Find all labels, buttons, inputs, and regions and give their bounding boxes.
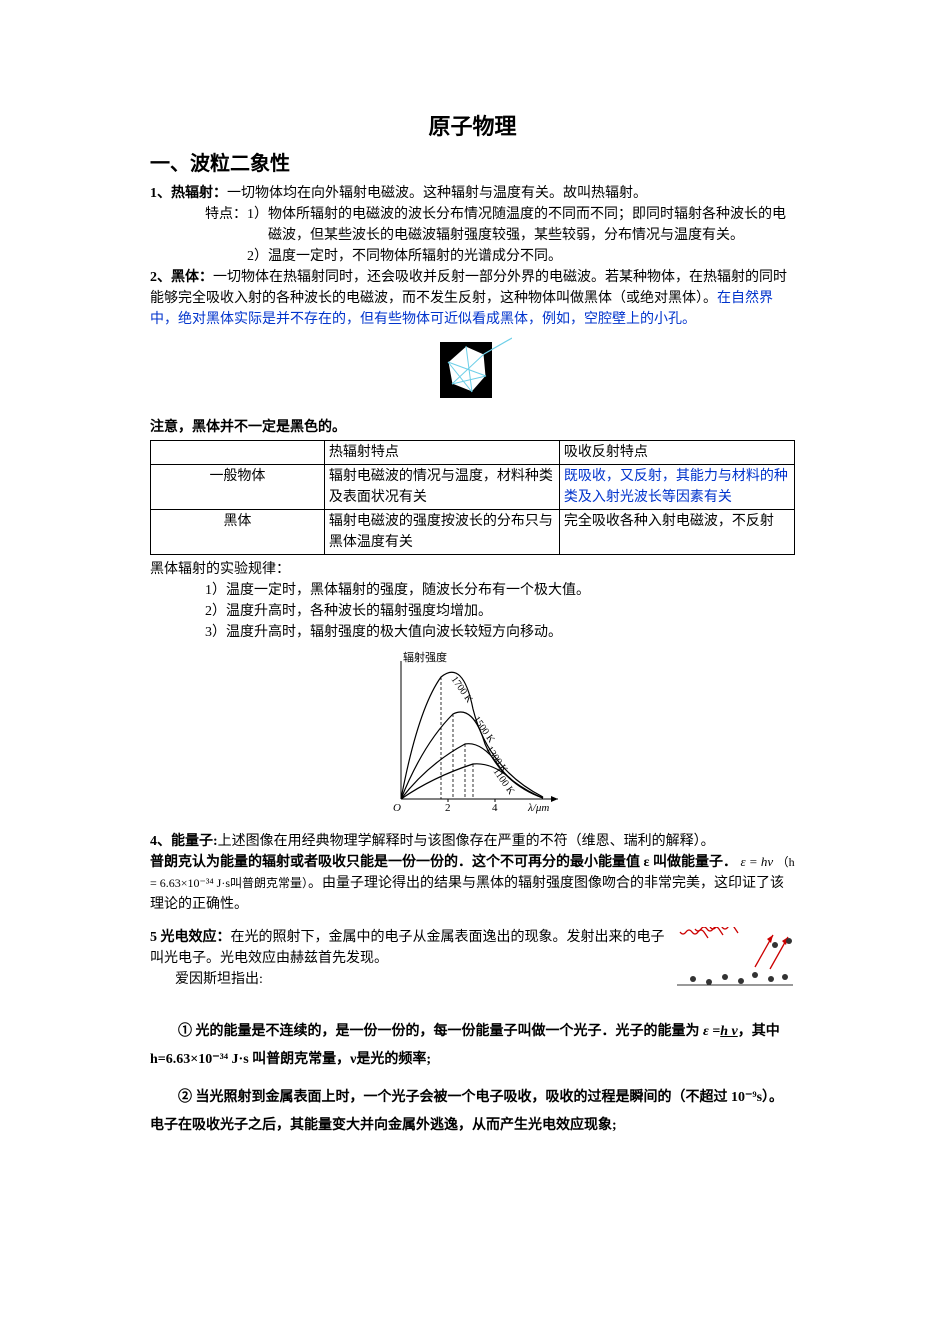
doc-title: 原子物理 [150, 110, 795, 143]
photoelectric-figure [675, 927, 795, 1004]
td: 既吸收，又反射，其能力与材料的种类及入射光波长等因素有关 [559, 465, 794, 510]
item1-sub2-num: 2） [247, 246, 268, 267]
th-absorption: 吸收反射特点 [559, 441, 794, 465]
item4-bold-line: 普朗克认为能量的辐射或者吸收只能是一份一份的．这个不可再分的最小能量值 ε 叫做… [150, 852, 795, 915]
section-heading: 一、波粒二象性 [150, 149, 795, 179]
point1-formula-prefix: ε = [703, 1024, 720, 1039]
point1-a: 光的能量是不连续的，是一份一份的，每一份能量子叫做一个光子．光子的能量为 [196, 1024, 700, 1039]
item4-para: 4、能量子:上述图像在用经典物理学解释时与该图像存在严重的不符（维恩、瑞利的解释… [150, 831, 795, 852]
item5-point1: ① 光的能量是不连续的，是一份一份的，每一份能量子叫做一个光子．光子的能量为 ε… [150, 1018, 795, 1074]
document-page: 原子物理 一、波粒二象性 1、热辐射：一切物体均在向外辐射电磁波。这种辐射与温度… [0, 0, 945, 1180]
rules-heading: 黑体辐射的实验规律： [150, 559, 795, 580]
td: 一般物体 [151, 465, 325, 510]
radiation-chart: 辐射强度 1700 K 1500 K 1300 K 1100 K 2 4 O λ… [150, 649, 795, 821]
item4-formula: ε = hν [740, 854, 773, 869]
item1-sub-block: 特点： 1） 物体所辐射的电磁波的波长分布情况随温度的不同而不同；即同时辐射各种… [150, 204, 795, 267]
blackbody-figure [150, 336, 795, 411]
item1-text1: 一切物体均在向外辐射电磁波。这种辐射与温度有关。故叫热辐射。 [227, 186, 647, 201]
td: 辐射电磁波的情况与温度，材料种类及表面状况有关 [324, 465, 559, 510]
rule-1: 1）温度一定时，黑体辐射的强度，随波长分布有一个极大值。 [150, 580, 795, 601]
rule-2: 2）温度升高时，各种波长的辐射强度均增加。 [150, 601, 795, 622]
radiation-svg: 辐射强度 1700 K 1500 K 1300 K 1100 K 2 4 O λ… [373, 649, 573, 814]
item2-line: 2、黑体：一切物体在热辐射同时，还会吸收并反射一部分外界的电磁波。若某种物体，在… [150, 267, 795, 330]
item1-label: 1、热辐射： [150, 186, 227, 201]
item1-sub1: 物体所辐射的电磁波的波长分布情况随温度的不同而不同；即同时辐射各种波长的电磁波，… [268, 204, 795, 246]
rule-3: 3）温度升高时，辐射强度的极大值向波长较短方向移动。 [150, 622, 795, 643]
point1-formula: h ν [720, 1024, 738, 1039]
item1-sub-row: 特点： 1） 物体所辐射的电磁波的波长分布情况随温度的不同而不同；即同时辐射各种… [205, 204, 795, 246]
item5-block: 5 光电效应：在光的照射下，金属中的电子从金属表面逸出的现象。发射出来的电子叫光… [150, 927, 795, 1140]
item5-point2: ② 当光照射到金属表面上时，一个光子会被一个电子吸收，吸收的过程是瞬间的（不超过… [150, 1084, 795, 1140]
item2-label: 2、黑体： [150, 270, 213, 285]
item4-label: 4、能量子: [150, 834, 218, 849]
note: 注意，黑体并不一定是黑色的。 [150, 417, 795, 438]
item1-sub1-num: 1） [247, 204, 268, 246]
curve-label-1: 1700 K [448, 674, 475, 705]
xtick-1: 2 [445, 802, 451, 814]
xlabel: λ/μm [527, 802, 549, 814]
table-row: 黑体 辐射电磁波的强度按波长的分布只与黑体温度有关 完全吸收各种入射电磁波，不反… [151, 510, 795, 555]
item1-sub2: 温度一定时，不同物体所辐射的光谱成分不同。 [268, 246, 562, 267]
photoelectric-svg [675, 927, 795, 997]
th-blank [151, 441, 325, 465]
point2-text: 当光照射到金属表面上时，一个光子会被一个电子吸收，吸收的过程是瞬间的（不超过 1… [150, 1090, 783, 1133]
origin-label: O [393, 802, 401, 814]
table-header-row: 热辐射特点 吸收反射特点 [151, 441, 795, 465]
point2-num: ② [150, 1090, 192, 1105]
item1-sub2-row: 2） 温度一定时，不同物体所辐射的光谱成分不同。 [205, 246, 795, 267]
item2-text1: 一切物体在热辐射同时，还会吸收并反射一部分外界的电磁波。若某种物体，在热辐射的同… [150, 270, 787, 306]
item5-label: 5 光电效应： [150, 930, 231, 945]
table-row: 一般物体 辐射电磁波的情况与温度，材料种类及表面状况有关 既吸收，又反射，其能力… [151, 465, 795, 510]
xtick-2: 4 [492, 802, 498, 814]
item4-bold: 普朗克认为能量的辐射或者吸收只能是一份一份的．这个不可再分的最小能量值 ε 叫做… [150, 855, 737, 870]
item1-line: 1、热辐射：一切物体均在向外辐射电磁波。这种辐射与温度有关。故叫热辐射。 [150, 183, 795, 204]
blackbody-svg [434, 336, 512, 404]
item4-text1: 上述图像在用经典物理学解释时与该图像存在严重的不符（维恩、瑞利的解释）。 [218, 834, 715, 849]
comparison-table: 热辐射特点 吸收反射特点 一般物体 辐射电磁波的情况与温度，材料种类及表面状况有… [150, 440, 795, 555]
th-radiation: 热辐射特点 [324, 441, 559, 465]
item1-sub-label: 特点： [205, 204, 247, 246]
td: 完全吸收各种入射电磁波，不反射 [559, 510, 794, 555]
point1-num: ① [150, 1024, 192, 1039]
td: 辐射电磁波的强度按波长的分布只与黑体温度有关 [324, 510, 559, 555]
ylabel: 辐射强度 [403, 650, 447, 664]
td: 黑体 [151, 510, 325, 555]
